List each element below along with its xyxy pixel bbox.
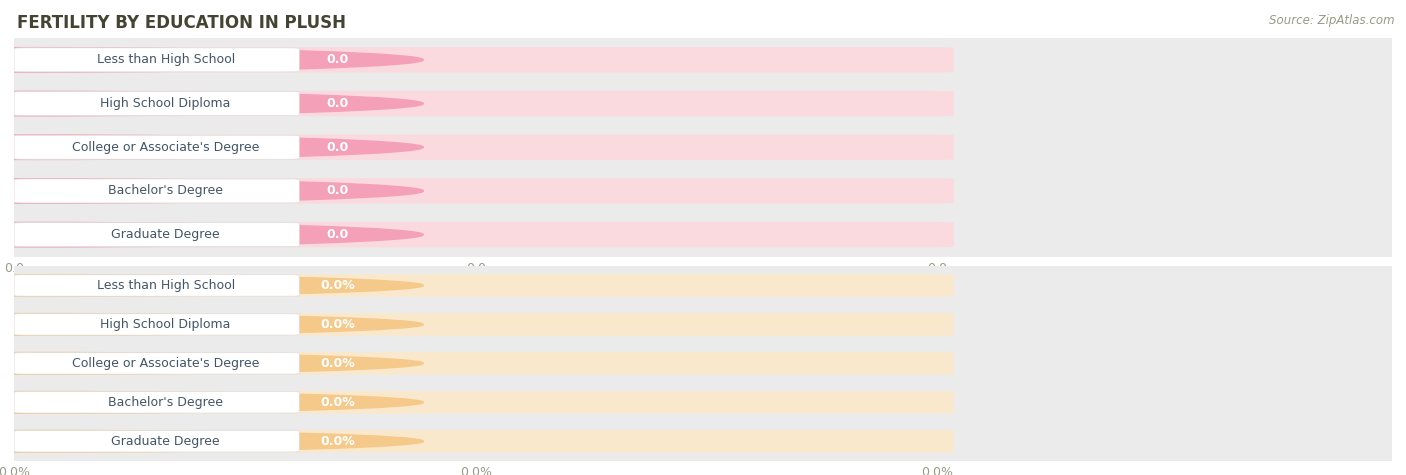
FancyBboxPatch shape	[14, 135, 299, 159]
FancyBboxPatch shape	[14, 92, 299, 115]
Text: 0.0: 0.0	[326, 141, 349, 154]
Text: FERTILITY BY EDUCATION IN PLUSH: FERTILITY BY EDUCATION IN PLUSH	[17, 14, 346, 32]
Text: Graduate Degree: Graduate Degree	[111, 435, 219, 448]
Text: Graduate Degree: Graduate Degree	[111, 228, 219, 241]
FancyBboxPatch shape	[0, 421, 1406, 461]
FancyBboxPatch shape	[0, 382, 1406, 422]
FancyBboxPatch shape	[0, 391, 953, 414]
Text: 0.0%: 0.0%	[321, 396, 356, 409]
FancyBboxPatch shape	[14, 430, 299, 452]
Text: 0.0%: 0.0%	[321, 435, 356, 448]
Circle shape	[0, 179, 423, 203]
FancyBboxPatch shape	[0, 222, 953, 247]
FancyBboxPatch shape	[14, 391, 299, 413]
FancyBboxPatch shape	[0, 81, 1406, 126]
FancyBboxPatch shape	[14, 352, 299, 374]
Text: 0.0%: 0.0%	[321, 279, 356, 292]
Circle shape	[0, 430, 423, 452]
Circle shape	[0, 91, 423, 116]
FancyBboxPatch shape	[0, 343, 1406, 383]
Text: 0.0: 0.0	[326, 97, 349, 110]
Circle shape	[0, 48, 423, 72]
FancyBboxPatch shape	[0, 134, 953, 160]
Text: High School Diploma: High School Diploma	[100, 318, 231, 331]
Circle shape	[0, 352, 423, 374]
FancyBboxPatch shape	[0, 266, 1406, 305]
Text: College or Associate's Degree: College or Associate's Degree	[72, 141, 259, 154]
FancyBboxPatch shape	[14, 275, 299, 296]
Circle shape	[0, 222, 423, 247]
FancyBboxPatch shape	[14, 223, 299, 247]
Text: Bachelor's Degree: Bachelor's Degree	[108, 184, 224, 198]
Text: 0.0: 0.0	[326, 53, 349, 67]
Text: Less than High School: Less than High School	[97, 279, 235, 292]
FancyBboxPatch shape	[0, 212, 1406, 257]
Text: High School Diploma: High School Diploma	[100, 97, 231, 110]
FancyBboxPatch shape	[0, 304, 1406, 344]
Text: 0.0%: 0.0%	[321, 357, 356, 370]
Circle shape	[0, 135, 423, 160]
Text: 0.0: 0.0	[326, 184, 349, 198]
FancyBboxPatch shape	[0, 47, 953, 73]
FancyBboxPatch shape	[0, 178, 953, 204]
Circle shape	[0, 275, 423, 296]
FancyBboxPatch shape	[0, 274, 953, 297]
Circle shape	[0, 391, 423, 413]
FancyBboxPatch shape	[14, 314, 299, 335]
FancyBboxPatch shape	[0, 352, 953, 375]
FancyBboxPatch shape	[14, 179, 299, 203]
FancyBboxPatch shape	[0, 313, 953, 336]
FancyBboxPatch shape	[0, 430, 953, 453]
FancyBboxPatch shape	[0, 125, 1406, 170]
Text: 0.0%: 0.0%	[321, 318, 356, 331]
Text: 0.0: 0.0	[326, 228, 349, 241]
Text: Less than High School: Less than High School	[97, 53, 235, 67]
Circle shape	[0, 314, 423, 335]
Text: Source: ZipAtlas.com: Source: ZipAtlas.com	[1270, 14, 1395, 27]
FancyBboxPatch shape	[14, 48, 299, 72]
Text: Bachelor's Degree: Bachelor's Degree	[108, 396, 224, 409]
FancyBboxPatch shape	[0, 169, 1406, 213]
Text: College or Associate's Degree: College or Associate's Degree	[72, 357, 259, 370]
FancyBboxPatch shape	[0, 38, 1406, 82]
FancyBboxPatch shape	[0, 91, 953, 116]
